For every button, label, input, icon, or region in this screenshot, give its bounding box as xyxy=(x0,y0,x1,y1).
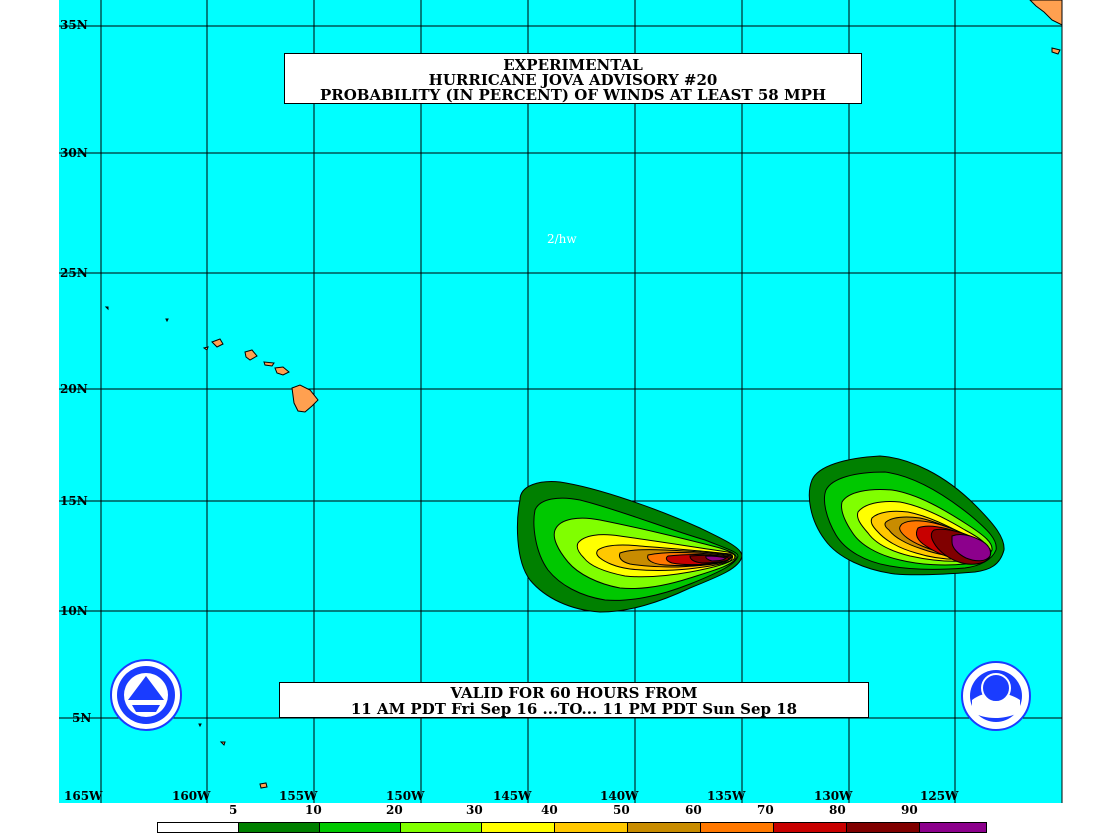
hawaiian-islands xyxy=(104,306,319,789)
probability-field-west xyxy=(516,481,743,613)
ocean-background xyxy=(59,0,1062,803)
legend-swatch xyxy=(158,823,239,832)
legend-swatch xyxy=(401,823,482,832)
lon-label: 130W xyxy=(814,789,853,803)
legend-label: 60 xyxy=(685,803,702,817)
legend-color-bar xyxy=(157,822,987,833)
legend-band xyxy=(0,803,1119,839)
lon-label: 165W xyxy=(64,789,103,803)
legend-label: 40 xyxy=(541,803,558,817)
legend-swatch xyxy=(774,823,847,832)
baja-tip xyxy=(1051,47,1061,55)
legend-label: 90 xyxy=(901,803,918,817)
lon-label: 135W xyxy=(707,789,746,803)
legend-label: 70 xyxy=(757,803,774,817)
valid-line-1: VALID FOR 60 HOURS FROM xyxy=(450,684,698,702)
legend-label: 50 xyxy=(613,803,630,817)
legend-swatch xyxy=(555,823,628,832)
left-margin xyxy=(0,0,59,803)
lat-label: 25N xyxy=(60,266,88,280)
lat-label: 30N xyxy=(60,146,88,160)
lon-label: 140W xyxy=(600,789,639,803)
nws-logo-icon xyxy=(110,659,182,731)
probability-field-east xyxy=(808,455,1005,576)
title-line-1: EXPERIMENTAL xyxy=(503,56,643,74)
title-line-2: HURRICANE JOVA ADVISORY #20 xyxy=(428,71,718,89)
legend-label: 80 xyxy=(829,803,846,817)
map-note: 2/hw xyxy=(547,232,577,246)
legend-label: 5 xyxy=(229,803,238,817)
noaa-logo-icon xyxy=(961,661,1031,731)
legend-swatch xyxy=(920,823,986,832)
lat-label: 5N xyxy=(72,711,92,725)
lon-label: 125W xyxy=(920,789,959,803)
legend-swatch xyxy=(320,823,401,832)
legend-label: 20 xyxy=(386,803,403,817)
lat-label: 10N xyxy=(60,604,88,618)
lon-label: 155W xyxy=(279,789,318,803)
valid-period-box: VALID FOR 60 HOURS FROM 11 AM PDT Fri Se… xyxy=(279,682,869,718)
legend-swatch xyxy=(239,823,320,832)
legend-swatch xyxy=(482,823,555,832)
lat-label: 15N xyxy=(60,494,88,508)
legend-swatch xyxy=(701,823,774,832)
legend-swatch xyxy=(628,823,701,832)
advisory-title-box: EXPERIMENTAL HURRICANE JOVA ADVISORY #20… xyxy=(284,53,862,104)
title-line-3: PROBABILITY (IN PERCENT) OF WINDS AT LEA… xyxy=(319,86,827,104)
lon-label: 160W xyxy=(172,789,211,803)
lon-label: 145W xyxy=(493,789,532,803)
lat-label: 35N xyxy=(60,18,88,32)
legend-label: 30 xyxy=(466,803,483,817)
lat-label: 20N xyxy=(60,382,88,396)
lon-label: 150W xyxy=(386,789,425,803)
valid-line-2: 11 AM PDT Fri Sep 16 ...TO... 11 PM PDT … xyxy=(350,700,798,718)
legend-swatch xyxy=(847,823,920,832)
legend-label: 10 xyxy=(305,803,322,817)
mexico-coast xyxy=(1029,0,1063,26)
